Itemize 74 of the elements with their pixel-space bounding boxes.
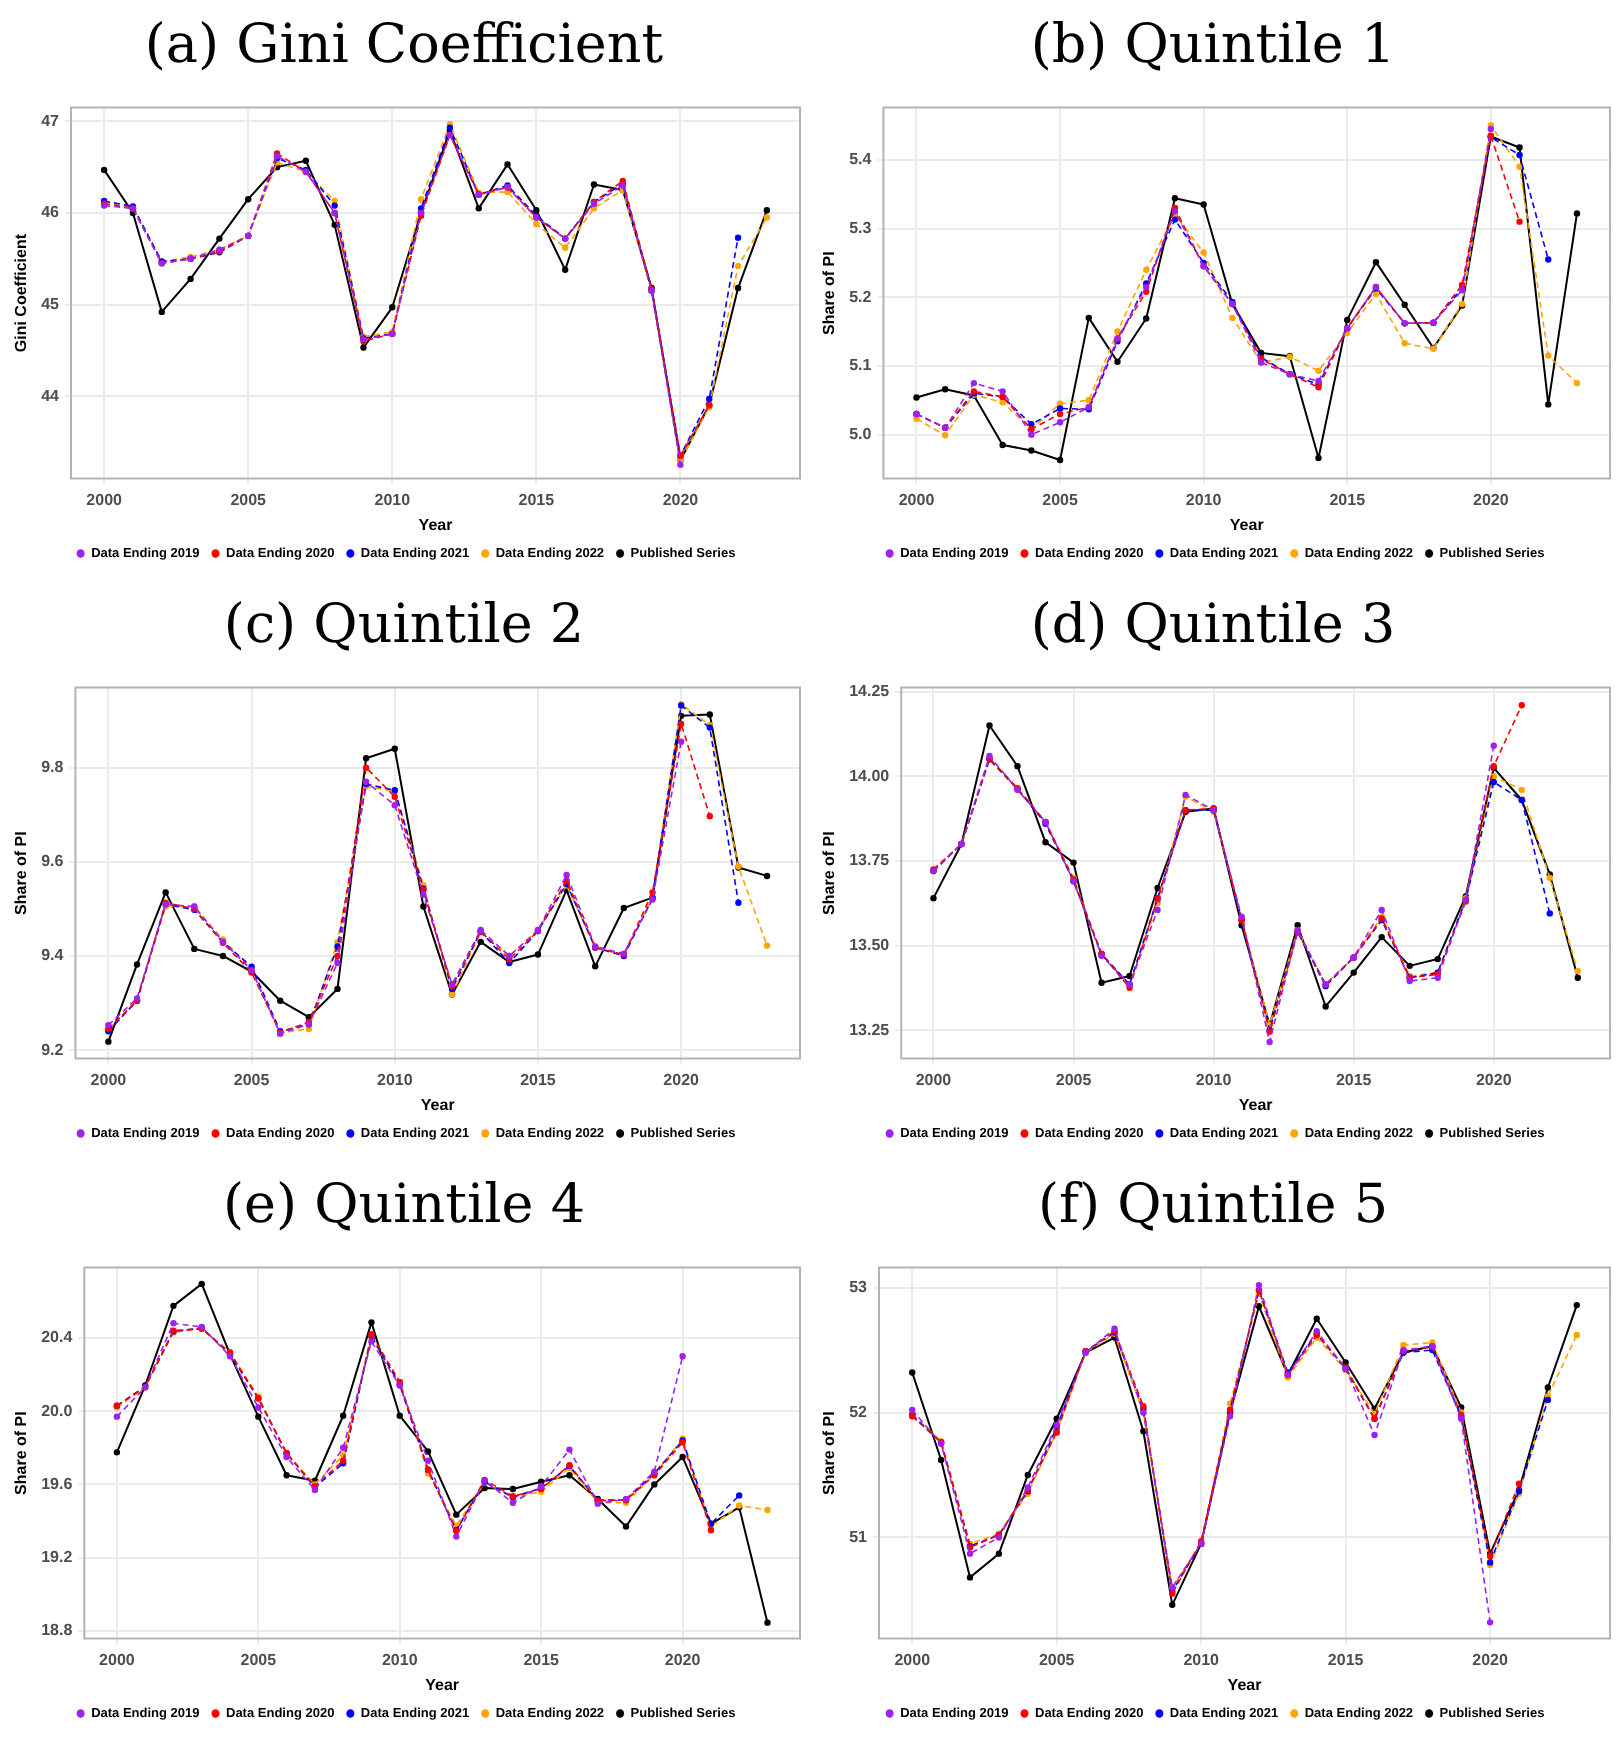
x-tick-label: 2015 bbox=[1327, 1650, 1365, 1669]
x-tick-label: 2020 bbox=[664, 1650, 702, 1669]
x-tick-label: 2000 bbox=[894, 1650, 932, 1669]
y-tick-label: 19.2 bbox=[41, 1548, 74, 1567]
x-axis-title: Year bbox=[1227, 1675, 1262, 1694]
x-tick-label: 2020 bbox=[1475, 1070, 1513, 1089]
chart-title: (f) Quintile 5 bbox=[1035, 1172, 1391, 1240]
x-tick-label: 2010 bbox=[374, 490, 412, 509]
y-tick-label: 18.8 bbox=[41, 1621, 74, 1640]
y-tick-label: 20.0 bbox=[41, 1401, 74, 1420]
x-tick-label: 2015 bbox=[523, 1650, 561, 1669]
y-axis-title: Share of PI bbox=[12, 831, 31, 915]
x-tick-label: 2020 bbox=[1472, 1650, 1509, 1669]
y-axis-title: Gini Coefficient bbox=[12, 233, 31, 353]
x-tick-label: 2010 bbox=[1183, 1650, 1221, 1669]
y-tick-label: 5.0 bbox=[849, 425, 873, 444]
chart-title: (b) Quintile 1 bbox=[1028, 12, 1398, 80]
x-tick-label: 2020 bbox=[662, 490, 700, 509]
y-tick-label: 46 bbox=[41, 203, 61, 222]
y-tick-label: 9.6 bbox=[41, 852, 65, 871]
x-tick-label: 2000 bbox=[86, 490, 124, 509]
y-tick-label: 51 bbox=[849, 1527, 869, 1546]
x-tick-label: 2005 bbox=[240, 1650, 278, 1669]
x-tick-label: 2005 bbox=[1055, 1070, 1093, 1089]
y-tick-label: 9.4 bbox=[41, 946, 65, 965]
x-axis-title: Year bbox=[425, 1675, 460, 1694]
x-tick-label: 2010 bbox=[1185, 490, 1223, 509]
y-tick-label: 45 bbox=[41, 294, 61, 313]
x-tick-label: 2010 bbox=[1195, 1070, 1233, 1089]
x-tick-label: 2005 bbox=[1042, 490, 1079, 509]
y-tick-label: 14.25 bbox=[849, 682, 891, 701]
y-tick-label: 5.3 bbox=[849, 218, 873, 237]
y-tick-label: 13.50 bbox=[849, 935, 891, 954]
x-axis-title: Year bbox=[1238, 1095, 1273, 1114]
x-axis-title: Year bbox=[420, 1095, 455, 1114]
x-tick-label: 2010 bbox=[381, 1650, 419, 1669]
y-tick-label: 47 bbox=[41, 111, 61, 130]
x-tick-label: 2005 bbox=[230, 490, 268, 509]
y-tick-label: 52 bbox=[849, 1402, 869, 1421]
y-tick-label: 5.4 bbox=[849, 150, 873, 169]
y-tick-label: 9.2 bbox=[41, 1040, 65, 1059]
x-axis-title: Year bbox=[1229, 515, 1264, 534]
x-tick-label: 2000 bbox=[915, 1070, 953, 1089]
x-tick-label: 2020 bbox=[1473, 490, 1510, 509]
y-tick-label: 5.1 bbox=[849, 356, 873, 375]
y-tick-label: 53 bbox=[849, 1277, 869, 1296]
chart-title: (c) Quintile 2 bbox=[221, 592, 587, 660]
x-tick-label: 2015 bbox=[518, 490, 556, 509]
y-tick-label: 20.4 bbox=[41, 1328, 74, 1347]
y-tick-label: 14.00 bbox=[849, 766, 891, 785]
y-tick-label: 13.75 bbox=[849, 851, 891, 870]
x-tick-label: 2005 bbox=[233, 1070, 271, 1089]
x-tick-label: 2005 bbox=[1038, 1650, 1076, 1669]
chart-title: (e) Quintile 4 bbox=[220, 1172, 588, 1240]
y-axis-title: Share of PI bbox=[820, 1411, 839, 1495]
y-tick-label: 19.6 bbox=[41, 1474, 74, 1493]
y-tick-label: 9.8 bbox=[41, 758, 65, 777]
x-axis-title: Year bbox=[418, 515, 453, 534]
chart-title: (d) Quintile 3 bbox=[1028, 592, 1398, 660]
x-tick-label: 2015 bbox=[520, 1070, 557, 1089]
x-tick-label: 2020 bbox=[663, 1070, 701, 1089]
x-tick-label: 2010 bbox=[376, 1070, 414, 1089]
y-tick-label: 13.25 bbox=[849, 1020, 891, 1039]
y-axis-title: Share of PI bbox=[12, 1411, 31, 1495]
x-tick-label: 2000 bbox=[99, 1650, 136, 1669]
chart-title: (a) Gini Coefficient bbox=[142, 12, 666, 80]
x-tick-label: 2000 bbox=[90, 1070, 128, 1089]
y-axis-title: Share of PI bbox=[820, 831, 839, 915]
y-tick-label: 44 bbox=[41, 386, 61, 405]
x-tick-label: 2015 bbox=[1329, 490, 1367, 509]
y-tick-label: 5.2 bbox=[849, 287, 873, 306]
y-axis-title: Share of PI bbox=[820, 251, 839, 335]
x-tick-label: 2015 bbox=[1335, 1070, 1373, 1089]
x-tick-label: 2000 bbox=[898, 490, 936, 509]
